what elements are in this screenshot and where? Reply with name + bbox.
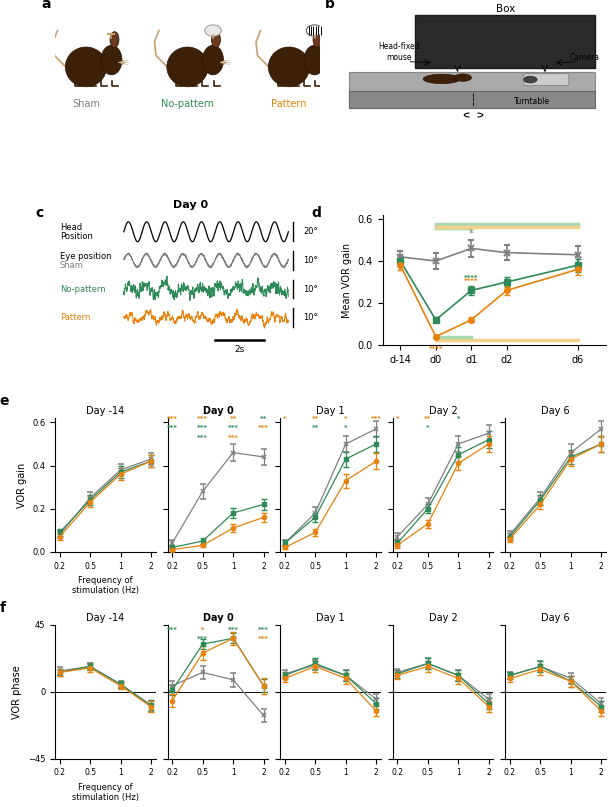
Text: ***: *** xyxy=(167,425,177,432)
Text: Eye position: Eye position xyxy=(60,252,111,261)
Ellipse shape xyxy=(268,47,310,87)
Text: *: * xyxy=(457,416,460,422)
Polygon shape xyxy=(349,73,595,91)
Text: **: ** xyxy=(424,416,431,422)
Text: ***: *** xyxy=(228,627,239,633)
Text: Pattern: Pattern xyxy=(60,313,91,322)
Text: *: * xyxy=(283,416,286,422)
Text: **: ** xyxy=(312,416,319,422)
Text: ***: *** xyxy=(258,627,269,633)
Text: ***: *** xyxy=(167,416,177,422)
Title: Day 6: Day 6 xyxy=(541,406,570,416)
Text: **: ** xyxy=(312,425,319,432)
Text: ***: *** xyxy=(258,636,269,642)
Text: No-pattern: No-pattern xyxy=(60,285,106,294)
Text: Head: Head xyxy=(60,224,82,232)
Text: 10°: 10° xyxy=(303,256,318,265)
Text: ***: *** xyxy=(197,435,208,441)
Ellipse shape xyxy=(313,31,322,48)
Title: Day 2: Day 2 xyxy=(428,613,457,623)
Text: *: * xyxy=(469,229,474,239)
Text: ***: *** xyxy=(197,636,208,642)
Y-axis label: Mean VOR gain: Mean VOR gain xyxy=(342,242,352,317)
Text: ***: *** xyxy=(258,425,269,432)
Ellipse shape xyxy=(205,25,222,36)
Text: Pattern: Pattern xyxy=(271,98,307,109)
Text: **: ** xyxy=(260,416,267,422)
Text: e: e xyxy=(0,394,9,408)
Title: Day 0: Day 0 xyxy=(203,406,233,416)
Title: Day 1: Day 1 xyxy=(316,613,345,623)
Text: ***: *** xyxy=(371,416,382,422)
Title: Day -14: Day -14 xyxy=(86,406,124,416)
Text: 2s: 2s xyxy=(234,345,244,354)
Text: *: * xyxy=(426,425,430,432)
Text: ****: **** xyxy=(464,274,479,281)
Ellipse shape xyxy=(423,74,460,84)
Ellipse shape xyxy=(101,45,122,75)
Text: *: * xyxy=(395,416,399,422)
Ellipse shape xyxy=(454,74,471,82)
Text: Position: Position xyxy=(60,232,93,241)
Ellipse shape xyxy=(110,31,119,48)
Text: *: * xyxy=(201,627,204,633)
Text: Turntable: Turntable xyxy=(513,98,550,107)
Text: *: * xyxy=(344,425,348,432)
Text: **: ** xyxy=(230,416,237,422)
Text: No-pattern: No-pattern xyxy=(161,98,214,109)
Text: ***: *** xyxy=(167,627,177,633)
Text: b: b xyxy=(325,0,335,11)
Text: ***: *** xyxy=(228,425,239,432)
Text: ****: **** xyxy=(464,278,479,284)
Text: Head-fixed
mouse: Head-fixed mouse xyxy=(379,42,420,61)
FancyBboxPatch shape xyxy=(524,73,569,86)
X-axis label: Frequency of
stimulation (Hz): Frequency of stimulation (Hz) xyxy=(72,576,139,596)
Text: ***: *** xyxy=(197,425,208,432)
Title: Day 1: Day 1 xyxy=(316,406,345,416)
X-axis label: Frequency of
stimulation (Hz): Frequency of stimulation (Hz) xyxy=(72,783,139,802)
Title: Day 6: Day 6 xyxy=(541,613,570,623)
Text: Camera: Camera xyxy=(570,52,600,61)
Text: *: * xyxy=(344,416,348,422)
Ellipse shape xyxy=(304,45,325,75)
Text: Box: Box xyxy=(496,4,515,14)
Text: Sham: Sham xyxy=(60,261,84,270)
Circle shape xyxy=(524,77,537,83)
Text: ***: *** xyxy=(197,416,208,422)
Text: c: c xyxy=(35,206,43,220)
Text: Sham: Sham xyxy=(72,98,100,109)
Text: 10°: 10° xyxy=(303,285,318,294)
Ellipse shape xyxy=(65,47,106,87)
Text: ***: *** xyxy=(228,435,239,441)
Text: Day 0: Day 0 xyxy=(173,199,207,210)
Text: d: d xyxy=(312,206,321,220)
Text: 10°: 10° xyxy=(303,313,318,322)
Title: Day 0: Day 0 xyxy=(203,613,233,623)
Text: a: a xyxy=(42,0,51,11)
Text: f: f xyxy=(0,600,6,615)
Ellipse shape xyxy=(203,45,223,75)
FancyBboxPatch shape xyxy=(415,15,595,69)
Y-axis label: VOR phase: VOR phase xyxy=(12,665,22,718)
Y-axis label: VOR gain: VOR gain xyxy=(17,462,26,508)
Text: 20°: 20° xyxy=(303,228,318,236)
Polygon shape xyxy=(349,91,595,108)
Ellipse shape xyxy=(167,47,208,87)
Title: Day -14: Day -14 xyxy=(86,613,124,623)
Title: Day 2: Day 2 xyxy=(428,406,457,416)
Text: ****: **** xyxy=(428,345,443,352)
Ellipse shape xyxy=(212,31,220,48)
Ellipse shape xyxy=(306,25,323,36)
